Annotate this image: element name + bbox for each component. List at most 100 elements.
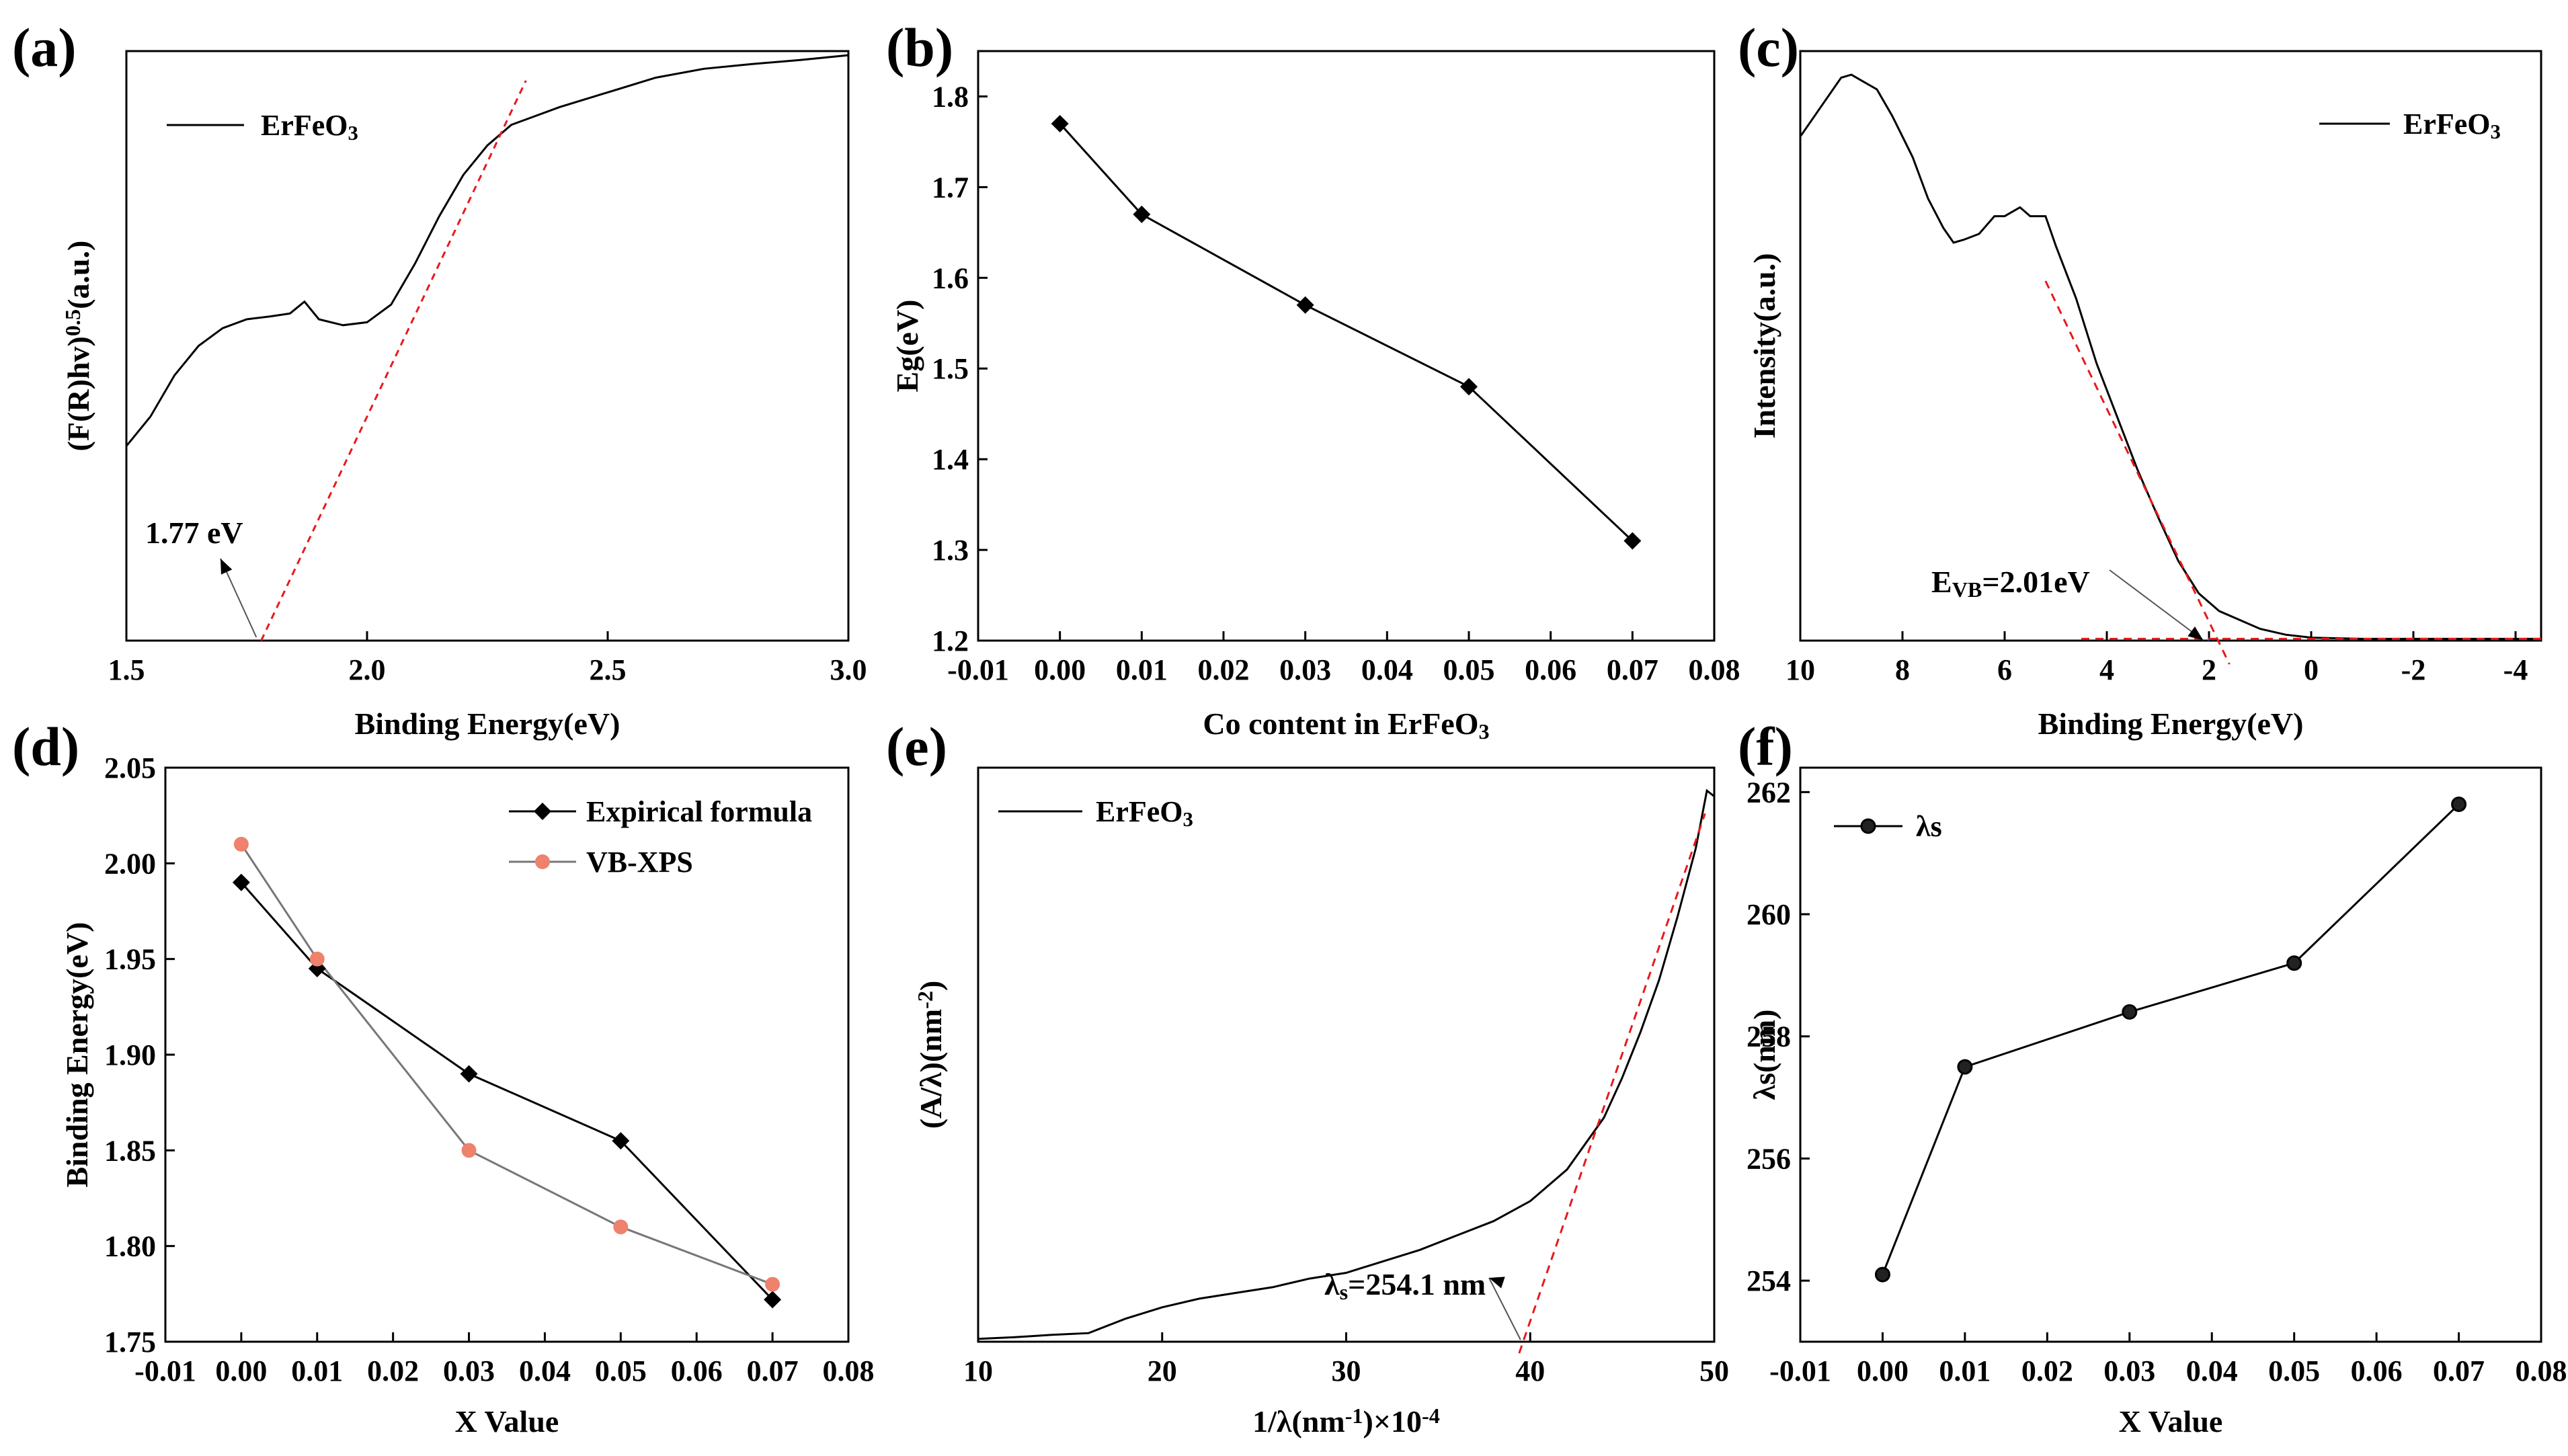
plot-frame xyxy=(1799,766,2542,1343)
y-tick-label: 1.90 xyxy=(104,1039,156,1071)
plot-frame xyxy=(164,766,850,1343)
legend-marker-expirical xyxy=(534,803,551,820)
data-point-vbxps xyxy=(461,1143,477,1158)
x-axis-title: 1/λ(nm-1)×10-4 xyxy=(1252,1404,1440,1439)
legend-label: ErFeO3 xyxy=(261,109,358,145)
x-tick-label: -0.01 xyxy=(1769,1354,1831,1387)
x-tick-label: 0.08 xyxy=(1689,653,1740,686)
x-tick-label: 0.05 xyxy=(1443,653,1495,686)
y-axis-title: (F(R)hv)0.5(a.u.) xyxy=(61,241,95,452)
series-line xyxy=(1882,803,2460,1275)
y-tick-label: 1.75 xyxy=(104,1326,156,1359)
annotation-label-part-2: =2.01eV xyxy=(1982,565,2089,599)
panel-f: (f) -0.01 0.00 0.01 0.02 0.03 0.04 0.05 0.06 0.07… xyxy=(1738,716,2567,1439)
annotation-label-part-2: =254.1 nm xyxy=(1348,1267,1486,1301)
annotation-label-part-1: VB xyxy=(1952,577,1982,602)
y-tick-label: 1.8 xyxy=(932,80,969,113)
plot-frame xyxy=(977,766,1716,1343)
legend-label: ErFeO3 xyxy=(1096,795,1193,831)
data-point xyxy=(1133,205,1151,223)
legend-label-expirical: Expirical formula xyxy=(586,795,812,828)
data-point xyxy=(2451,797,2467,813)
x-tick-label: 2 xyxy=(2202,653,2216,686)
panel-b: (b) -0.01 0.00 0.01 0.02 0.03 0.04 0.05 0.06 0.07… xyxy=(886,17,1740,743)
annotation-arrowhead xyxy=(2188,626,2204,641)
data-point-expirical xyxy=(460,1065,478,1083)
x-tick-label: 0.06 xyxy=(671,1354,723,1387)
x-tick-label: -4 xyxy=(2503,653,2528,686)
series-line xyxy=(1799,73,2541,640)
x-tick-label: 0.00 xyxy=(215,1354,267,1387)
panel-label: (e) xyxy=(886,716,947,777)
y-axis-title-part-2: (a.u.) xyxy=(61,241,95,309)
tangent-line xyxy=(260,80,527,641)
panel-label: (d) xyxy=(12,716,79,777)
x-tick-label: 8 xyxy=(1895,653,1910,686)
data-point xyxy=(1460,378,1478,396)
data-point xyxy=(1874,1266,1890,1283)
annotation-arrowhead xyxy=(1489,1277,1505,1289)
data-point xyxy=(1051,114,1069,132)
x-axis-title: X Value xyxy=(455,1404,559,1439)
annotation-label-part-0: λ xyxy=(1324,1267,1340,1301)
series-line xyxy=(977,788,1715,1340)
x-tick-label: 10 xyxy=(1785,653,1815,686)
annotation-arrow xyxy=(1488,1277,1521,1340)
x-axis-title-part-1: 3 xyxy=(1479,719,1490,743)
y-tick-label: 1.6 xyxy=(932,261,969,294)
data-point xyxy=(2122,1004,2138,1020)
y-tick-label: 1.85 xyxy=(104,1134,156,1167)
x-tick-label: 20 xyxy=(1148,1354,1177,1387)
data-point-vbxps xyxy=(233,836,249,852)
x-tick-label: 0.04 xyxy=(519,1354,571,1387)
series-line xyxy=(125,54,849,447)
y-axis-title-part-1: 0.5 xyxy=(61,309,85,336)
y-tick-label: 1.5 xyxy=(932,352,969,385)
legend-label-part-0: ErFeO xyxy=(1096,795,1183,828)
x-tick-label: 0.01 xyxy=(291,1354,343,1387)
annotation-label-part-1: s xyxy=(1340,1280,1349,1304)
y-axis-title-part-2: ) xyxy=(914,981,948,991)
data-point xyxy=(1957,1059,1973,1075)
panel-label: (b) xyxy=(886,17,953,78)
x-tick-label: 1.5 xyxy=(108,653,145,686)
data-point xyxy=(2286,955,2302,971)
y-axis-title-part-1: -2 xyxy=(913,991,937,1009)
x-tick-label: 0.02 xyxy=(367,1354,419,1387)
x-tick-label: 0 xyxy=(2304,653,2319,686)
data-point-expirical xyxy=(764,1291,782,1309)
y-tick-label: 1.95 xyxy=(104,943,156,976)
series-line-vbxps xyxy=(240,844,773,1286)
y-tick-label: 260 xyxy=(1747,898,1791,931)
plot-frame xyxy=(977,50,1716,642)
x-tick-label: 0.02 xyxy=(1198,653,1250,686)
y-tick-label: 256 xyxy=(1747,1142,1791,1175)
y-axis-title: λs(nm) xyxy=(1747,1009,1781,1100)
y-axis-title: Eg(eV) xyxy=(890,300,924,393)
y-tick-label: 254 xyxy=(1747,1264,1791,1297)
x-tick-label: -0.01 xyxy=(134,1354,196,1387)
y-axis-title-part-0: (F(R)hv) xyxy=(61,336,95,451)
data-point-vbxps xyxy=(765,1277,780,1292)
data-point-expirical xyxy=(232,873,250,891)
legend-label: λs xyxy=(1916,810,1942,843)
y-axis-title: Intensity(a.u.) xyxy=(1747,253,1781,438)
y-tick-label: 2.00 xyxy=(104,847,156,880)
series-line xyxy=(1059,122,1634,542)
x-tick-label: 0.06 xyxy=(2351,1354,2403,1387)
x-tick-label: 0.00 xyxy=(1857,1354,1909,1387)
data-point xyxy=(1623,532,1642,550)
annotation-label: EVB=2.01eV xyxy=(1931,565,2090,602)
annotation-label-part-0: E xyxy=(1931,565,1952,599)
tangent-line xyxy=(2044,280,2231,665)
x-tick-label: 0.03 xyxy=(1279,653,1331,686)
x-tick-label: 50 xyxy=(1699,1354,1729,1387)
x-tick-label: -0.01 xyxy=(947,653,1009,686)
annotation-arrowhead xyxy=(220,559,233,575)
x-axis-title: Co content in ErFeO3 xyxy=(1203,706,1489,743)
x-tick-label: 2.5 xyxy=(590,653,627,686)
panel-d: (d) -0.01 0.00 0.01 0.02 0.03 0.04 0.05 0.06 0.07… xyxy=(12,716,875,1439)
x-tick-label: 40 xyxy=(1515,1354,1545,1387)
y-tick-label: 1.7 xyxy=(932,171,969,204)
